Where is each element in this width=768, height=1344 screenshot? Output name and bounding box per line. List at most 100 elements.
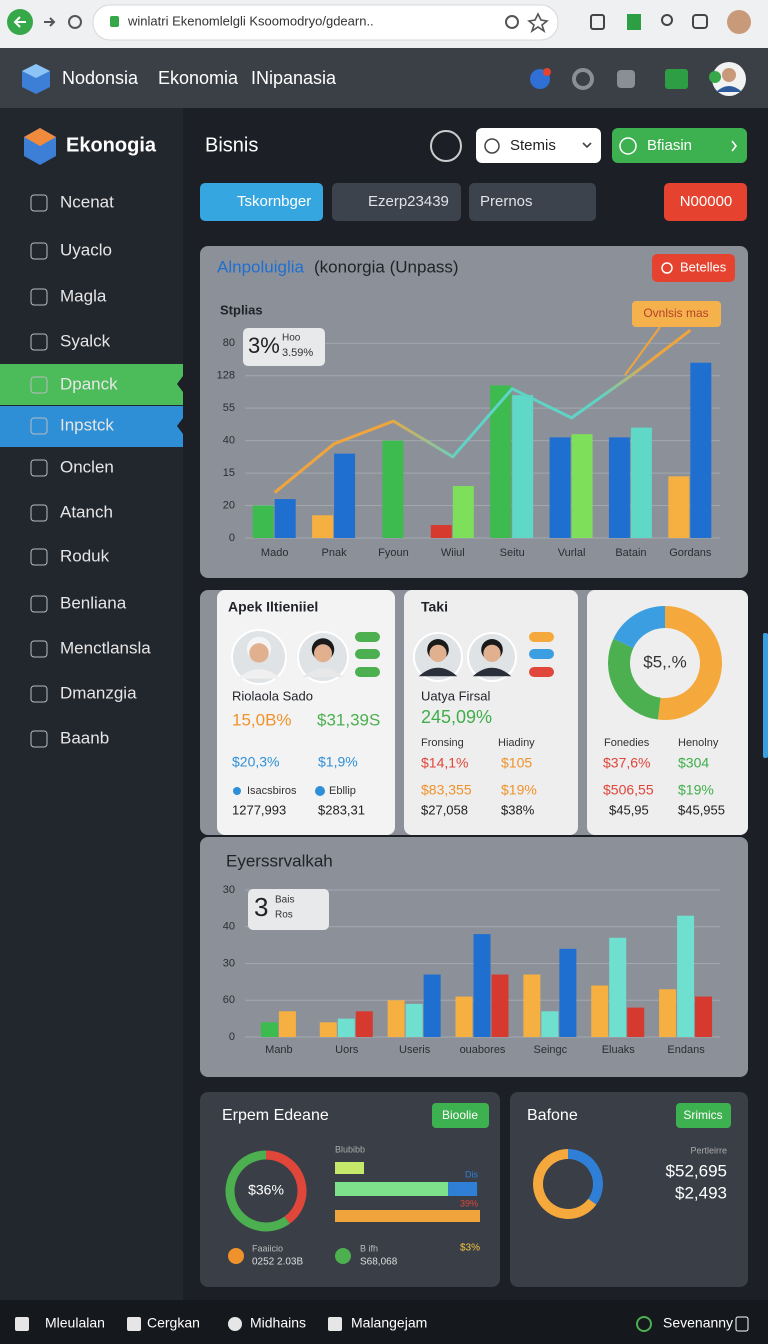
nav-icon — [127, 1317, 141, 1331]
card-title: Alnpoluiglia — [217, 257, 304, 276]
action-button[interactable] — [612, 128, 747, 163]
ext-icon[interactable] — [590, 14, 605, 30]
forward-button[interactable] — [44, 17, 56, 27]
stat: 1277,993 — [232, 802, 286, 817]
y-tick-label: 0 — [229, 532, 235, 544]
menu-item[interactable]: Ekonomia — [158, 68, 239, 88]
sidebar-item[interactable]: Menctlansla — [60, 638, 151, 657]
nav-item[interactable]: Sevenanny — [663, 1315, 733, 1331]
bar — [274, 499, 296, 538]
sidebar-item[interactable]: Syalck — [60, 331, 111, 350]
dropdown[interactable] — [476, 128, 601, 163]
profile-avatar[interactable] — [727, 10, 751, 34]
item-icon — [30, 333, 48, 351]
tab[interactable] — [469, 183, 596, 221]
item-icon — [30, 548, 48, 566]
x-tick-label: Gordans — [669, 547, 712, 559]
ext-icon[interactable] — [692, 14, 708, 29]
pill — [355, 667, 380, 677]
menu-item[interactable]: INipanasia — [251, 68, 337, 88]
nav-item[interactable]: Malangejam — [351, 1315, 427, 1331]
url-bar[interactable] — [92, 4, 559, 41]
pill — [355, 632, 380, 642]
x-tick-label: ouabores — [460, 1044, 506, 1056]
sidebar-item[interactable]: Inpstck — [60, 415, 114, 434]
card-button[interactable] — [652, 254, 735, 282]
sidebar-item[interactable]: Dpanck — [60, 374, 118, 393]
url-text: winlatri Ekenomlelgli Ksoomodryo/gdearn.… — [127, 13, 374, 28]
alert-button[interactable] — [664, 183, 747, 221]
x-tick-label: Mado — [261, 547, 289, 559]
nav-item[interactable]: Cergkan — [147, 1315, 200, 1331]
menu-item[interactable]: Nodonsia — [62, 68, 139, 88]
sidebar-item[interactable]: Ncenat — [60, 192, 114, 211]
sidebar-item[interactable]: Baanb — [60, 728, 109, 747]
item-icon — [30, 288, 48, 306]
y-tick-label: 15 — [223, 467, 235, 479]
tag[interactable] — [432, 1103, 489, 1128]
chevron — [731, 140, 738, 152]
y-tick-label: 55 — [223, 402, 235, 414]
annotation — [632, 301, 721, 327]
avatar-face — [483, 644, 501, 663]
nav-item[interactable]: Mleulalan — [45, 1315, 105, 1331]
user-badge — [709, 71, 721, 83]
stat-dot — [315, 786, 325, 796]
bar — [312, 515, 334, 538]
nav-icon — [735, 1316, 749, 1332]
stat: Fonedies — [604, 737, 650, 749]
stat: $14,1% — [421, 755, 468, 771]
legend-dot — [228, 1248, 244, 1264]
ext-icon[interactable] — [627, 14, 641, 30]
brand-name: Ekonogia — [66, 134, 157, 156]
mini-label: Dis — [465, 1169, 478, 1179]
stat: $19% — [678, 782, 714, 798]
mini-label: Faaiicio — [252, 1243, 283, 1253]
stat-dot — [233, 787, 241, 795]
bar — [668, 476, 690, 538]
nav-item[interactable]: Midhains — [250, 1315, 306, 1331]
sidebar-item[interactable]: Dmanzgia — [60, 683, 137, 702]
item-icon — [30, 376, 48, 394]
bar — [430, 525, 452, 538]
ext-icon[interactable] — [661, 14, 673, 26]
sidebar-item[interactable]: Magla — [60, 286, 107, 305]
tag[interactable] — [676, 1103, 731, 1128]
search-icon[interactable] — [505, 15, 519, 29]
amount: $52,695 — [666, 1161, 727, 1180]
stat: $20,3% — [232, 754, 279, 770]
tab-text: Prernos — [480, 193, 533, 210]
bar — [278, 1011, 296, 1037]
sidebar-item[interactable]: Atanch — [60, 502, 113, 521]
bar — [695, 996, 713, 1037]
card-title: Bafone — [527, 1107, 578, 1124]
bar — [260, 1022, 278, 1037]
box-icon[interactable] — [617, 70, 635, 88]
sidebar-item[interactable]: Benliana — [60, 593, 127, 612]
pill — [529, 632, 554, 642]
avatar-body — [237, 669, 281, 679]
scroll-thumb[interactable] — [763, 633, 768, 758]
avatar-body — [303, 668, 343, 677]
tab[interactable] — [200, 183, 323, 221]
icon-button[interactable] — [430, 130, 462, 162]
settings-icon[interactable] — [572, 68, 594, 90]
badge-value: 3% — [248, 333, 280, 358]
sidebar-item[interactable]: Roduk — [60, 546, 110, 565]
bar — [423, 974, 441, 1037]
user-face — [722, 68, 736, 82]
wallet-icon[interactable] — [665, 69, 688, 89]
stat: $31,39S — [317, 710, 380, 729]
bar — [491, 974, 509, 1037]
sidebar — [0, 108, 183, 1300]
tag-text: Bioolie — [442, 1108, 478, 1122]
x-tick-label: Uors — [335, 1044, 359, 1056]
bar — [512, 395, 534, 538]
reload-button[interactable] — [68, 15, 82, 29]
dropdown-icon — [484, 138, 500, 154]
star-icon[interactable] — [527, 12, 549, 33]
sidebar-item[interactable]: Onclen — [60, 457, 114, 476]
donut-segment — [613, 606, 666, 649]
sidebar-item[interactable]: Uyaclo — [60, 240, 112, 259]
tab[interactable] — [332, 183, 461, 221]
